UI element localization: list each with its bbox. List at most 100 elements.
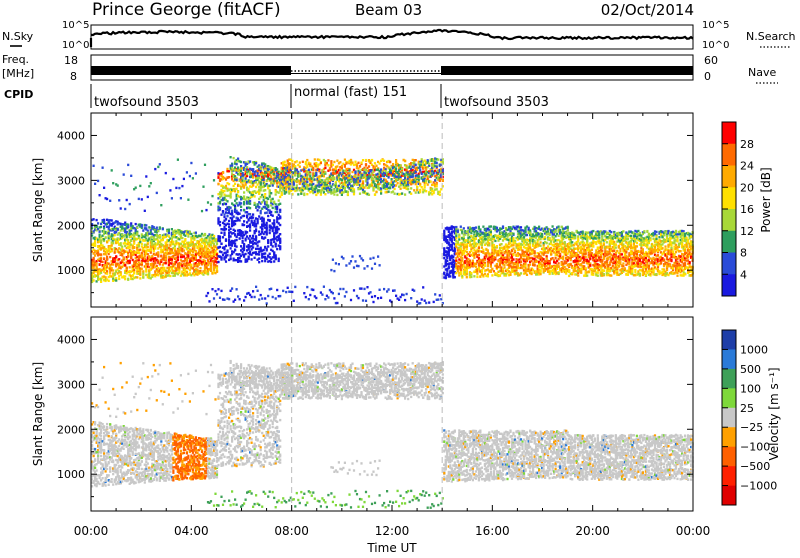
power-cell bbox=[427, 159, 429, 161]
power-cell bbox=[245, 177, 247, 179]
power-cell bbox=[236, 198, 238, 200]
power-cell bbox=[208, 300, 210, 302]
power-cell bbox=[129, 203, 131, 205]
power-cell bbox=[111, 219, 113, 221]
power-cell bbox=[279, 245, 281, 247]
power-cell bbox=[226, 168, 228, 170]
power-cell bbox=[230, 257, 232, 259]
power-cell bbox=[419, 191, 421, 193]
power-cell bbox=[239, 298, 241, 300]
power-cell bbox=[214, 290, 216, 292]
power-cell bbox=[353, 289, 355, 291]
power-cell bbox=[171, 228, 173, 230]
power-cell bbox=[314, 158, 316, 160]
power-cell bbox=[264, 236, 266, 238]
power-cell bbox=[115, 279, 117, 281]
power-cell bbox=[254, 257, 256, 259]
power-cell bbox=[273, 224, 275, 226]
power-cell bbox=[236, 202, 238, 204]
power-cell bbox=[252, 235, 254, 237]
power-cell bbox=[255, 225, 257, 227]
power-cell bbox=[249, 207, 251, 209]
power-cell bbox=[353, 190, 355, 192]
power-cell bbox=[261, 228, 263, 230]
power-cell bbox=[389, 161, 391, 163]
power-cell bbox=[260, 294, 262, 296]
power-cell bbox=[372, 188, 374, 190]
nave-label: Nave bbox=[748, 66, 776, 79]
power-cell bbox=[398, 299, 400, 301]
power-cell bbox=[157, 255, 159, 257]
power-cell bbox=[139, 249, 141, 251]
nave-bottom: 0 bbox=[704, 70, 711, 83]
power-cell bbox=[111, 169, 113, 171]
power-cell bbox=[183, 249, 185, 251]
power-cell bbox=[126, 236, 128, 238]
power-cell bbox=[400, 164, 402, 166]
power-cell bbox=[267, 206, 269, 208]
power-cell bbox=[257, 183, 259, 185]
power-cell bbox=[362, 180, 364, 182]
power-cell bbox=[406, 293, 408, 295]
power-cell bbox=[124, 208, 126, 210]
power-cell bbox=[421, 298, 423, 300]
power-cell bbox=[315, 297, 317, 299]
power-cell bbox=[336, 160, 338, 162]
power-cell bbox=[252, 184, 254, 186]
power-cell bbox=[172, 241, 174, 243]
power-cell bbox=[204, 233, 206, 235]
power-cell bbox=[267, 295, 269, 297]
power-cell bbox=[266, 227, 268, 229]
power-cell bbox=[201, 245, 203, 247]
power-cell bbox=[156, 227, 158, 229]
power-cell bbox=[306, 181, 308, 183]
power-cell bbox=[395, 168, 397, 170]
power-cell bbox=[133, 269, 135, 271]
power-cell bbox=[141, 224, 143, 226]
power-cell bbox=[243, 191, 245, 193]
power-cell bbox=[184, 235, 186, 237]
power-cell bbox=[419, 183, 421, 185]
power-cell bbox=[142, 276, 144, 278]
power-cell bbox=[226, 215, 228, 217]
power-cell bbox=[418, 179, 420, 181]
power-cell bbox=[154, 247, 156, 249]
power-cell bbox=[223, 232, 225, 234]
nsky-label: N.Sky bbox=[2, 30, 34, 43]
power-cell bbox=[100, 258, 102, 260]
power-cell bbox=[338, 263, 340, 265]
power-cell bbox=[252, 176, 254, 178]
power-cell bbox=[436, 188, 438, 190]
power-cell bbox=[449, 275, 451, 277]
power-cell bbox=[330, 269, 332, 271]
power-cell bbox=[359, 165, 361, 167]
power-cell bbox=[339, 288, 341, 290]
power-cell bbox=[443, 272, 445, 274]
power-cell bbox=[392, 190, 394, 192]
power-cell bbox=[291, 291, 293, 293]
power-cell bbox=[109, 272, 111, 274]
power-cell bbox=[377, 185, 379, 187]
power-cell bbox=[172, 178, 174, 180]
power-cell bbox=[103, 187, 105, 189]
power-cell bbox=[135, 187, 137, 189]
power-cell bbox=[305, 296, 307, 298]
power-cell bbox=[190, 162, 192, 164]
power-cell bbox=[279, 216, 281, 218]
power-cell bbox=[439, 294, 441, 296]
power-cell bbox=[130, 175, 132, 177]
power-cell bbox=[350, 260, 352, 262]
power-cell bbox=[258, 240, 260, 242]
power-cell bbox=[111, 250, 113, 252]
power-cell bbox=[323, 286, 325, 288]
power-cell bbox=[394, 193, 396, 195]
power-cell bbox=[336, 302, 338, 304]
power-cell bbox=[448, 231, 450, 233]
power-cell bbox=[136, 232, 138, 234]
power-cell bbox=[165, 262, 167, 264]
power-cell bbox=[100, 226, 102, 228]
power-cell bbox=[278, 199, 280, 201]
power-cell bbox=[371, 296, 373, 298]
freq-band-segment-3 bbox=[441, 66, 693, 75]
power-cell bbox=[333, 270, 335, 272]
